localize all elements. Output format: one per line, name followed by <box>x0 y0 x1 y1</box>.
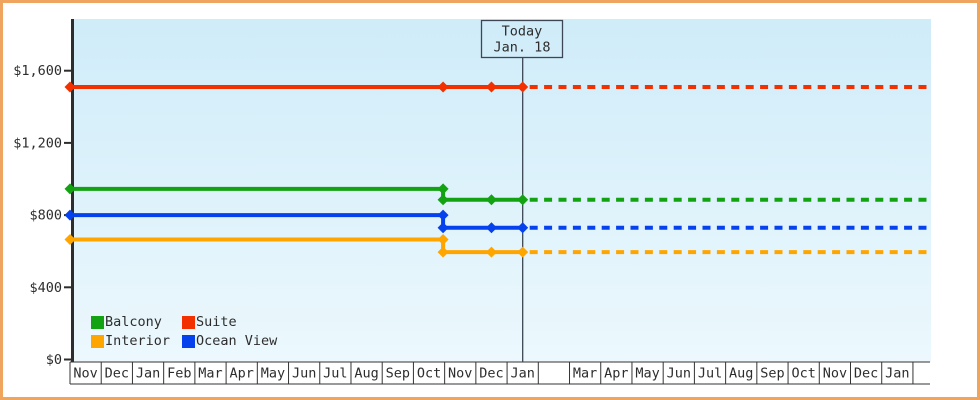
y-tick-label: $1,200 <box>13 135 62 151</box>
month-label: Dec <box>854 366 878 382</box>
y-tick-label: $400 <box>29 280 62 296</box>
month-label: May <box>261 366 285 382</box>
series-marker-ocean-view <box>437 209 449 221</box>
month-label: Jul <box>698 366 722 382</box>
month-label: Dec <box>105 366 129 382</box>
month-label: Nov <box>73 366 97 382</box>
month-label: Oct <box>791 366 815 382</box>
y-tick-label: $800 <box>29 208 62 224</box>
legend-item-ocean-view: Ocean View <box>182 333 278 349</box>
series-marker-ocean-view <box>437 222 449 234</box>
month-label: Apr <box>230 366 254 382</box>
series-marker-ocean-view <box>64 209 76 221</box>
series-marker-suite <box>517 81 529 93</box>
month-label: Nov <box>448 366 472 382</box>
month-label: Apr <box>604 366 628 382</box>
month-label: Jul <box>323 366 347 382</box>
y-tick-label: $1,600 <box>13 63 62 79</box>
month-label: Aug <box>729 366 753 382</box>
legend-label-balcony: Balcony <box>105 314 162 330</box>
month-label: Aug <box>354 366 378 382</box>
month-label: Jun <box>667 366 691 382</box>
month-label: Sep <box>760 366 784 382</box>
month-label: Jan <box>510 366 534 382</box>
month-label: Jan <box>885 366 909 382</box>
series-marker-balcony <box>437 183 449 195</box>
series-marker-balcony <box>517 194 529 206</box>
month-label: Jan <box>136 366 160 382</box>
series-marker-suite <box>64 81 76 93</box>
series-marker-interior <box>64 233 76 245</box>
series-marker-interior <box>437 233 449 245</box>
today-label: Today <box>502 24 543 40</box>
month-label: Oct <box>417 366 441 382</box>
legend-item-balcony: Balcony <box>91 314 182 330</box>
month-label: Mar <box>573 366 597 382</box>
legend-item-suite: Suite <box>182 314 277 330</box>
legend-label-interior: Interior <box>105 333 171 349</box>
legend-swatch-suite-icon <box>182 316 195 329</box>
chart-legend: Balcony Suite Interior Ocean View <box>91 314 278 349</box>
month-label: Dec <box>479 366 503 382</box>
series-marker-suite <box>485 81 497 93</box>
legend-label-ocean-view: Ocean View <box>196 333 278 349</box>
series-marker-ocean-view <box>485 222 497 234</box>
legend-swatch-ocean-view-icon <box>182 335 195 348</box>
legend-swatch-balcony-icon <box>91 316 104 329</box>
series-marker-balcony <box>64 183 76 195</box>
month-label: Sep <box>386 366 410 382</box>
series-marker-interior <box>437 246 449 258</box>
series-marker-balcony <box>485 194 497 206</box>
month-label: May <box>635 366 659 382</box>
month-label: Feb <box>167 366 191 382</box>
today-date-label: Jan. 18 <box>494 40 551 56</box>
series-marker-interior <box>517 246 529 258</box>
month-label: Nov <box>823 366 847 382</box>
series-marker-ocean-view <box>517 222 529 234</box>
month-label: Mar <box>198 366 222 382</box>
month-label: Jun <box>292 366 316 382</box>
y-tick-label: $0 <box>46 352 62 368</box>
legend-swatch-interior-icon <box>91 335 104 348</box>
today-annotation-box <box>480 19 564 59</box>
legend-label-suite: Suite <box>196 314 237 330</box>
legend-item-interior: Interior <box>91 333 182 349</box>
series-marker-suite <box>437 81 449 93</box>
series-marker-balcony <box>437 194 449 206</box>
series-marker-interior <box>485 246 497 258</box>
